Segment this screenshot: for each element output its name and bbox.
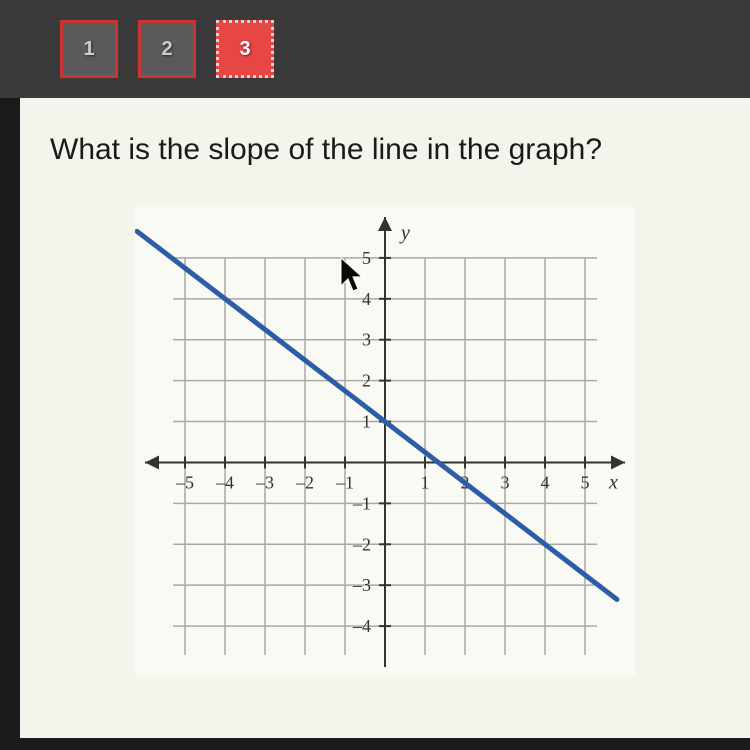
svg-text:x: x	[608, 471, 618, 493]
tab-3[interactable]: 3	[216, 20, 274, 78]
coordinate-plane: –5–4–3–2–11234512345–1–2–3–4yx	[135, 207, 635, 677]
svg-text:3: 3	[501, 472, 510, 492]
tab-bar: 1 2 3	[0, 0, 750, 98]
svg-text:5: 5	[581, 472, 590, 492]
svg-text:–4: –4	[352, 616, 371, 636]
svg-text:–1: –1	[335, 472, 354, 492]
svg-text:–4: –4	[215, 472, 234, 492]
svg-text:–2: –2	[295, 472, 314, 492]
question-panel: What is the slope of the line in the gra…	[20, 98, 750, 738]
svg-text:2: 2	[362, 371, 371, 391]
svg-text:1: 1	[421, 472, 430, 492]
svg-text:5: 5	[362, 248, 371, 268]
tab-1[interactable]: 1	[60, 20, 118, 78]
svg-text:–3: –3	[352, 575, 371, 595]
question-text: What is the slope of the line in the gra…	[50, 133, 720, 167]
svg-text:–5: –5	[175, 472, 194, 492]
svg-text:–2: –2	[352, 534, 371, 554]
svg-text:–3: –3	[255, 472, 274, 492]
graph: –5–4–3–2–11234512345–1–2–3–4yx	[135, 207, 635, 677]
svg-text:1: 1	[362, 412, 371, 432]
svg-text:4: 4	[541, 472, 550, 492]
svg-text:4: 4	[362, 289, 371, 309]
svg-text:y: y	[399, 222, 410, 244]
tab-2[interactable]: 2	[138, 20, 196, 78]
svg-text:–1: –1	[352, 493, 371, 513]
svg-text:3: 3	[362, 330, 371, 350]
